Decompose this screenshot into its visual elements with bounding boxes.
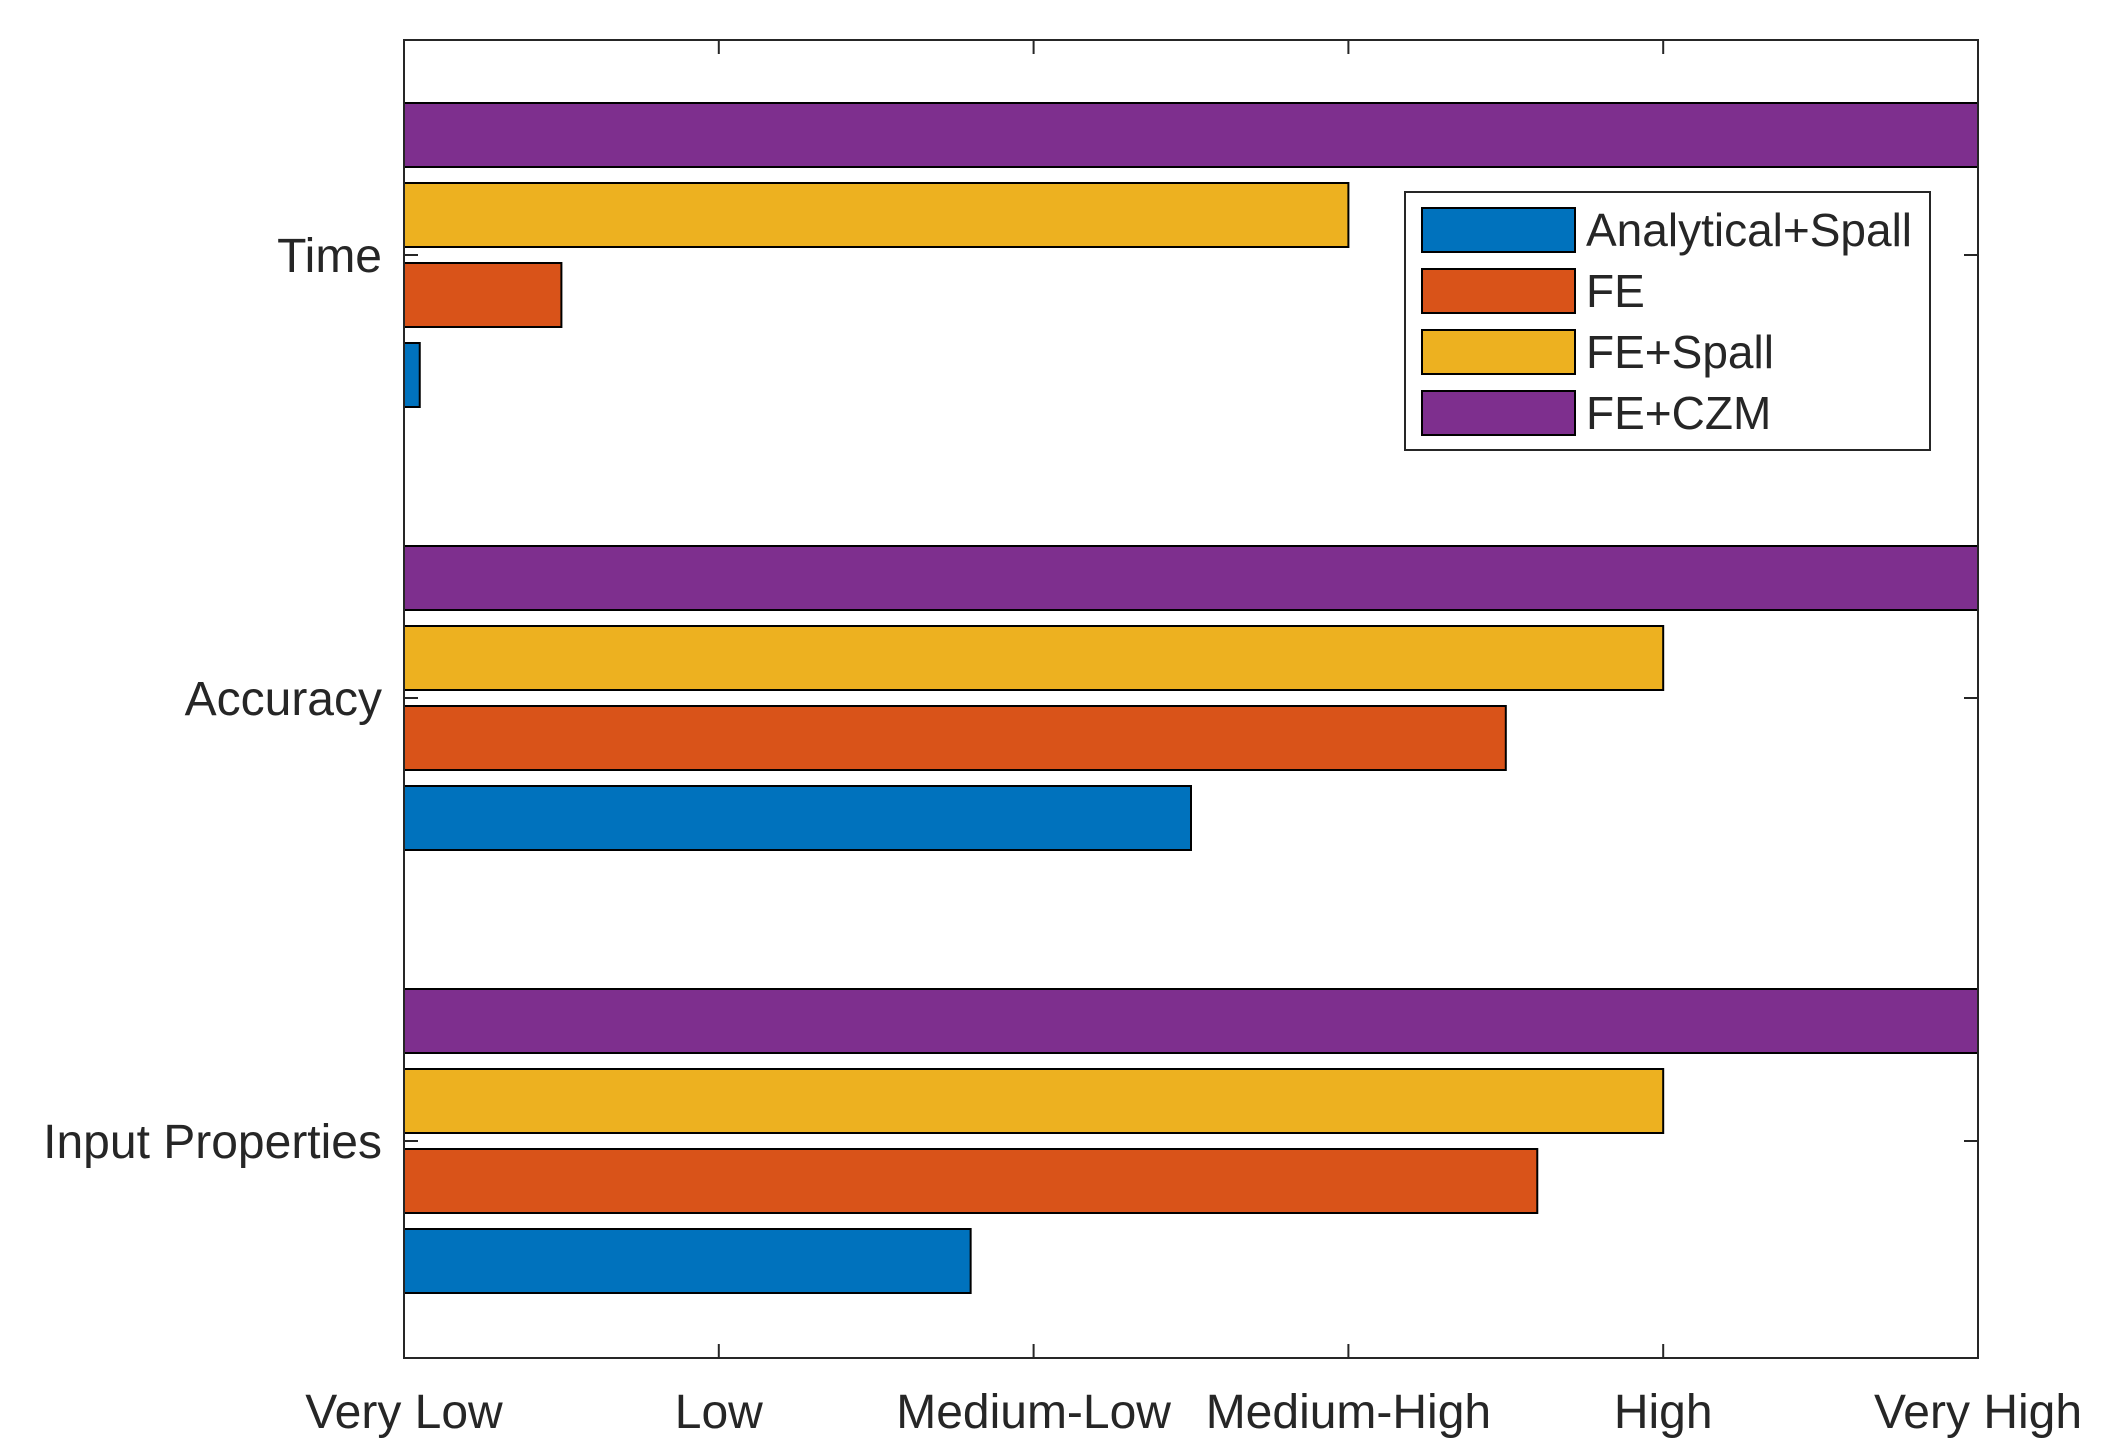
bar-input-properties-fe-plus-czm bbox=[403, 988, 1979, 1054]
legend-swatch bbox=[1421, 390, 1576, 436]
legend-label: FE+CZM bbox=[1586, 387, 1771, 439]
legend-label: FE bbox=[1586, 265, 1645, 317]
legend-swatch bbox=[1421, 207, 1576, 253]
bar-time-fe-plus-spall bbox=[403, 182, 1350, 248]
x-tick-label: Medium-Low bbox=[896, 1386, 1171, 1439]
x-tick-label: Medium-High bbox=[1206, 1386, 1491, 1439]
bar-accuracy-fe bbox=[403, 705, 1507, 771]
legend-swatch bbox=[1421, 268, 1576, 314]
bar-input-properties-analytical-plus-spall bbox=[403, 1228, 972, 1294]
y-category-label: Input Properties bbox=[43, 1116, 382, 1169]
bar-accuracy-fe-plus-czm bbox=[403, 545, 1979, 611]
bar-time-fe-plus-czm bbox=[403, 102, 1979, 168]
axes-layer: Very Low Low Medium-Low Medium-High High Very… bbox=[43, 39, 2082, 1439]
legend: Analytical+Spall FE FE+Spall FE+CZM bbox=[1404, 191, 1931, 451]
x-tick-label: High bbox=[1614, 1386, 1713, 1439]
bar-accuracy-analytical-plus-spall bbox=[403, 785, 1192, 851]
x-tick-label: Low bbox=[675, 1386, 763, 1439]
legend-label: Analytical+Spall bbox=[1586, 204, 1912, 256]
x-tick-label: Very Low bbox=[305, 1386, 503, 1439]
bar-input-properties-fe bbox=[403, 1148, 1539, 1214]
x-tick-label: Very High bbox=[1874, 1386, 2082, 1439]
legend-swatch bbox=[1421, 329, 1576, 375]
bar-accuracy-fe-plus-spall bbox=[403, 625, 1665, 691]
y-category-label: Accuracy bbox=[185, 673, 382, 726]
bar-input-properties-fe-plus-spall bbox=[403, 1068, 1665, 1134]
bars-layer bbox=[403, 102, 1979, 1294]
bar-time-analytical-plus-spall bbox=[403, 342, 421, 408]
bar-time-fe bbox=[403, 262, 563, 328]
legend-label: FE+Spall bbox=[1586, 326, 1774, 378]
y-category-label: Time bbox=[277, 230, 382, 283]
